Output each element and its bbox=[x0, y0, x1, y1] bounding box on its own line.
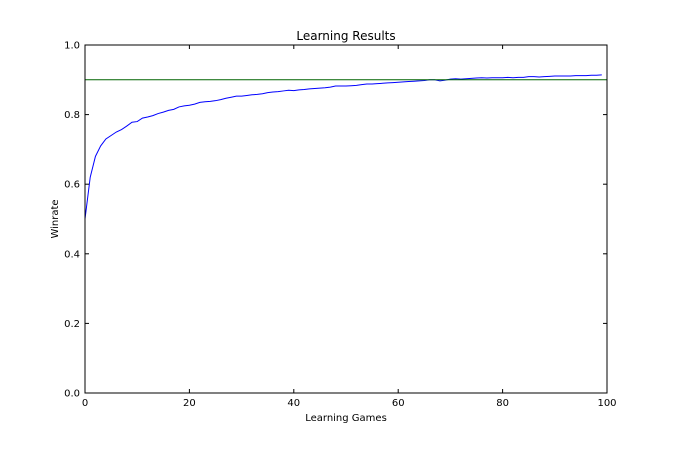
chart-title: Learning Results bbox=[296, 29, 395, 43]
x-tick-label: 20 bbox=[183, 398, 196, 409]
x-axis: 0 20 40 60 80 100 bbox=[82, 45, 617, 409]
x-tick-label: 40 bbox=[287, 398, 300, 409]
y-axis: 0.0 0.2 0.4 0.6 0.8 1.0 bbox=[64, 41, 607, 400]
x-tick-label: 100 bbox=[597, 398, 616, 409]
plot-area bbox=[84, 74, 607, 220]
plot-frame bbox=[84, 44, 608, 394]
x-tick-label: 0 bbox=[82, 398, 88, 409]
y-tick-label: 0.8 bbox=[64, 110, 80, 121]
x-axis-label: Learning Games bbox=[305, 413, 387, 424]
y-tick-label: 1.0 bbox=[64, 41, 80, 52]
y-tick-label: 0.0 bbox=[64, 389, 80, 400]
x-tick-label: 80 bbox=[496, 398, 509, 409]
y-tick-label: 0.4 bbox=[64, 249, 80, 260]
y-tick-label: 0.2 bbox=[64, 319, 80, 330]
y-tick-label: 0.6 bbox=[64, 180, 80, 191]
x-tick-label: 60 bbox=[392, 398, 405, 409]
y-axis-label: Winrate bbox=[50, 199, 61, 238]
series-line-1 bbox=[84, 74, 602, 220]
